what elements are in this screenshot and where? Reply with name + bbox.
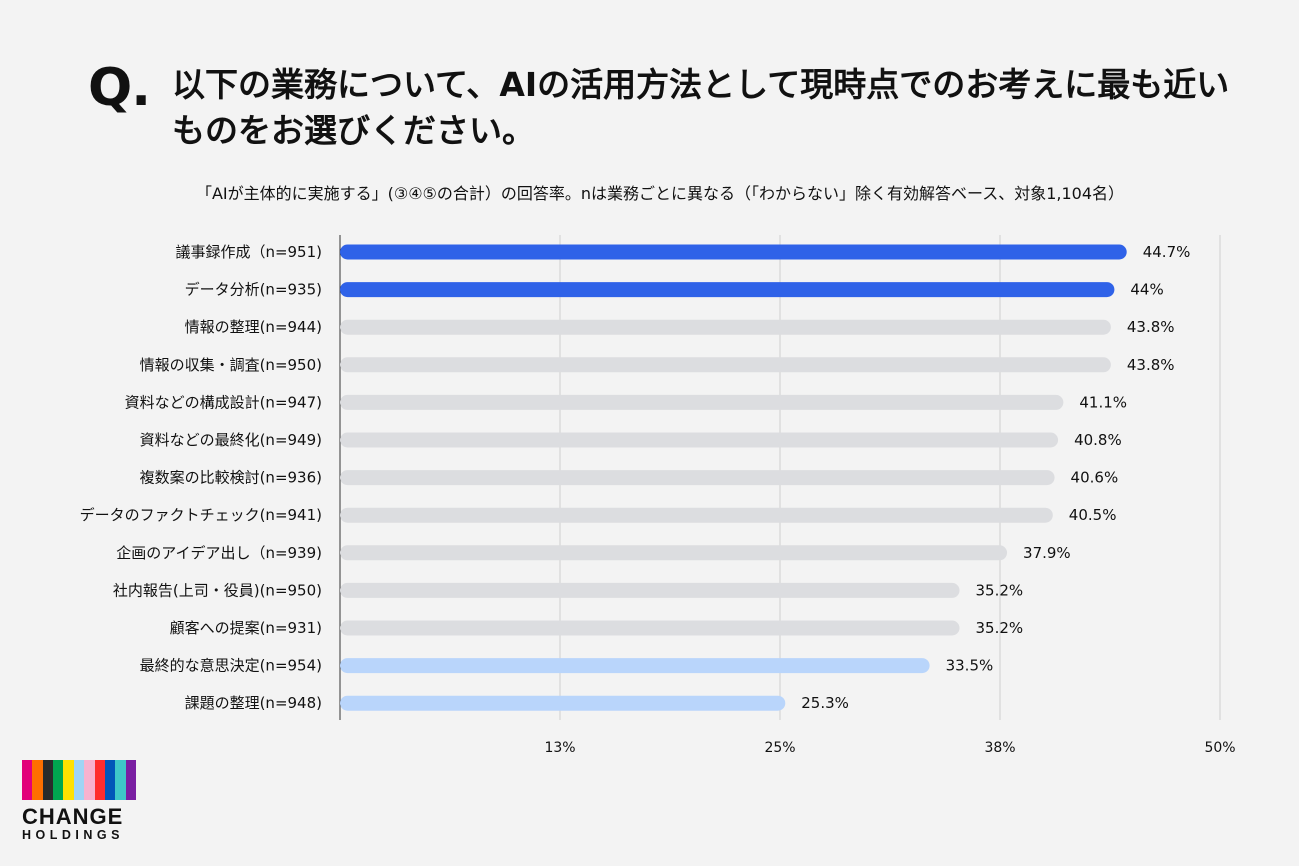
x-tick-label: 25% — [764, 740, 795, 756]
logo-stripe — [22, 760, 33, 800]
logo-stripe — [53, 760, 64, 800]
bar — [340, 357, 1111, 373]
logo-stripe — [42, 760, 54, 800]
value-label: 44% — [1130, 281, 1163, 299]
bar — [340, 695, 786, 711]
logo-sub: HOLDINGS — [22, 828, 124, 842]
category-label: 情報の収集・調査(n=950) — [140, 356, 322, 374]
category-label: 社内報告(上司・役員)(n=950) — [113, 581, 322, 599]
value-label: 35.2% — [976, 581, 1024, 599]
bar — [340, 582, 960, 598]
x-tick-label: 50% — [1204, 740, 1235, 756]
logo-stripe — [115, 760, 126, 800]
question-text: 以下の業務について、AIの活用方法として現時点でのお考えに最も近いものをお選びく… — [172, 65, 1230, 150]
logo-stripes — [22, 760, 136, 800]
value-label: 43.8% — [1127, 318, 1175, 336]
logo-stripe — [63, 760, 74, 800]
category-label: データのファクトチェック(n=941) — [80, 506, 322, 524]
category-label: 情報の整理(n=944) — [185, 318, 322, 336]
logo-stripe — [94, 760, 105, 800]
bar — [340, 658, 930, 674]
bar — [340, 545, 1008, 561]
logo-stripe — [104, 760, 116, 800]
value-label: 40.5% — [1069, 506, 1117, 524]
x-tick-label: 13% — [544, 740, 575, 756]
logo-stripe — [73, 760, 85, 800]
value-label: 40.6% — [1071, 469, 1119, 487]
category-label: 企画のアイデア出し（n=939) — [116, 544, 322, 562]
logo-stripe — [125, 760, 136, 800]
value-label: 25.3% — [801, 694, 849, 712]
value-label: 33.5% — [946, 657, 994, 675]
value-label: 44.7% — [1143, 243, 1191, 261]
category-label: 顧客への提案(n=931) — [170, 619, 322, 637]
question-mark-label: Q. — [88, 58, 151, 118]
value-label: 40.8% — [1074, 431, 1122, 449]
bar — [340, 507, 1053, 523]
value-label: 35.2% — [976, 619, 1024, 637]
category-label: 複数案の比較検討(n=936) — [140, 469, 322, 487]
category-label: 資料などの最終化(n=949) — [140, 431, 322, 449]
value-label: 43.8% — [1127, 356, 1175, 374]
logo-stripe — [32, 760, 43, 800]
logo-stripe — [84, 760, 95, 800]
category-label: データ分析(n=935) — [185, 281, 322, 299]
bar — [340, 244, 1127, 260]
category-label: 資料などの構成設計(n=947) — [125, 393, 322, 411]
category-label: 最終的な意思決定(n=954) — [140, 657, 322, 675]
bar — [340, 319, 1111, 335]
bar — [340, 620, 960, 636]
x-tick-label: 38% — [984, 740, 1015, 756]
value-label: 37.9% — [1023, 544, 1071, 562]
logo-name: CHANGE — [22, 804, 124, 829]
bar — [340, 432, 1059, 448]
bar — [340, 394, 1064, 410]
category-label: 議事録作成（n=951) — [175, 243, 322, 261]
bar — [340, 470, 1055, 486]
bar — [340, 282, 1115, 298]
chart-subtitle: 「AIが主体的に実施する」(③④⑤の合計）の回答率。nは業務ごとに異なる（「わか… — [195, 184, 1125, 203]
change-holdings-logo: CHANGE HOLDINGS — [22, 760, 140, 842]
category-label: 課題の整理(n=948) — [185, 694, 322, 712]
value-label: 41.1% — [1079, 393, 1127, 411]
